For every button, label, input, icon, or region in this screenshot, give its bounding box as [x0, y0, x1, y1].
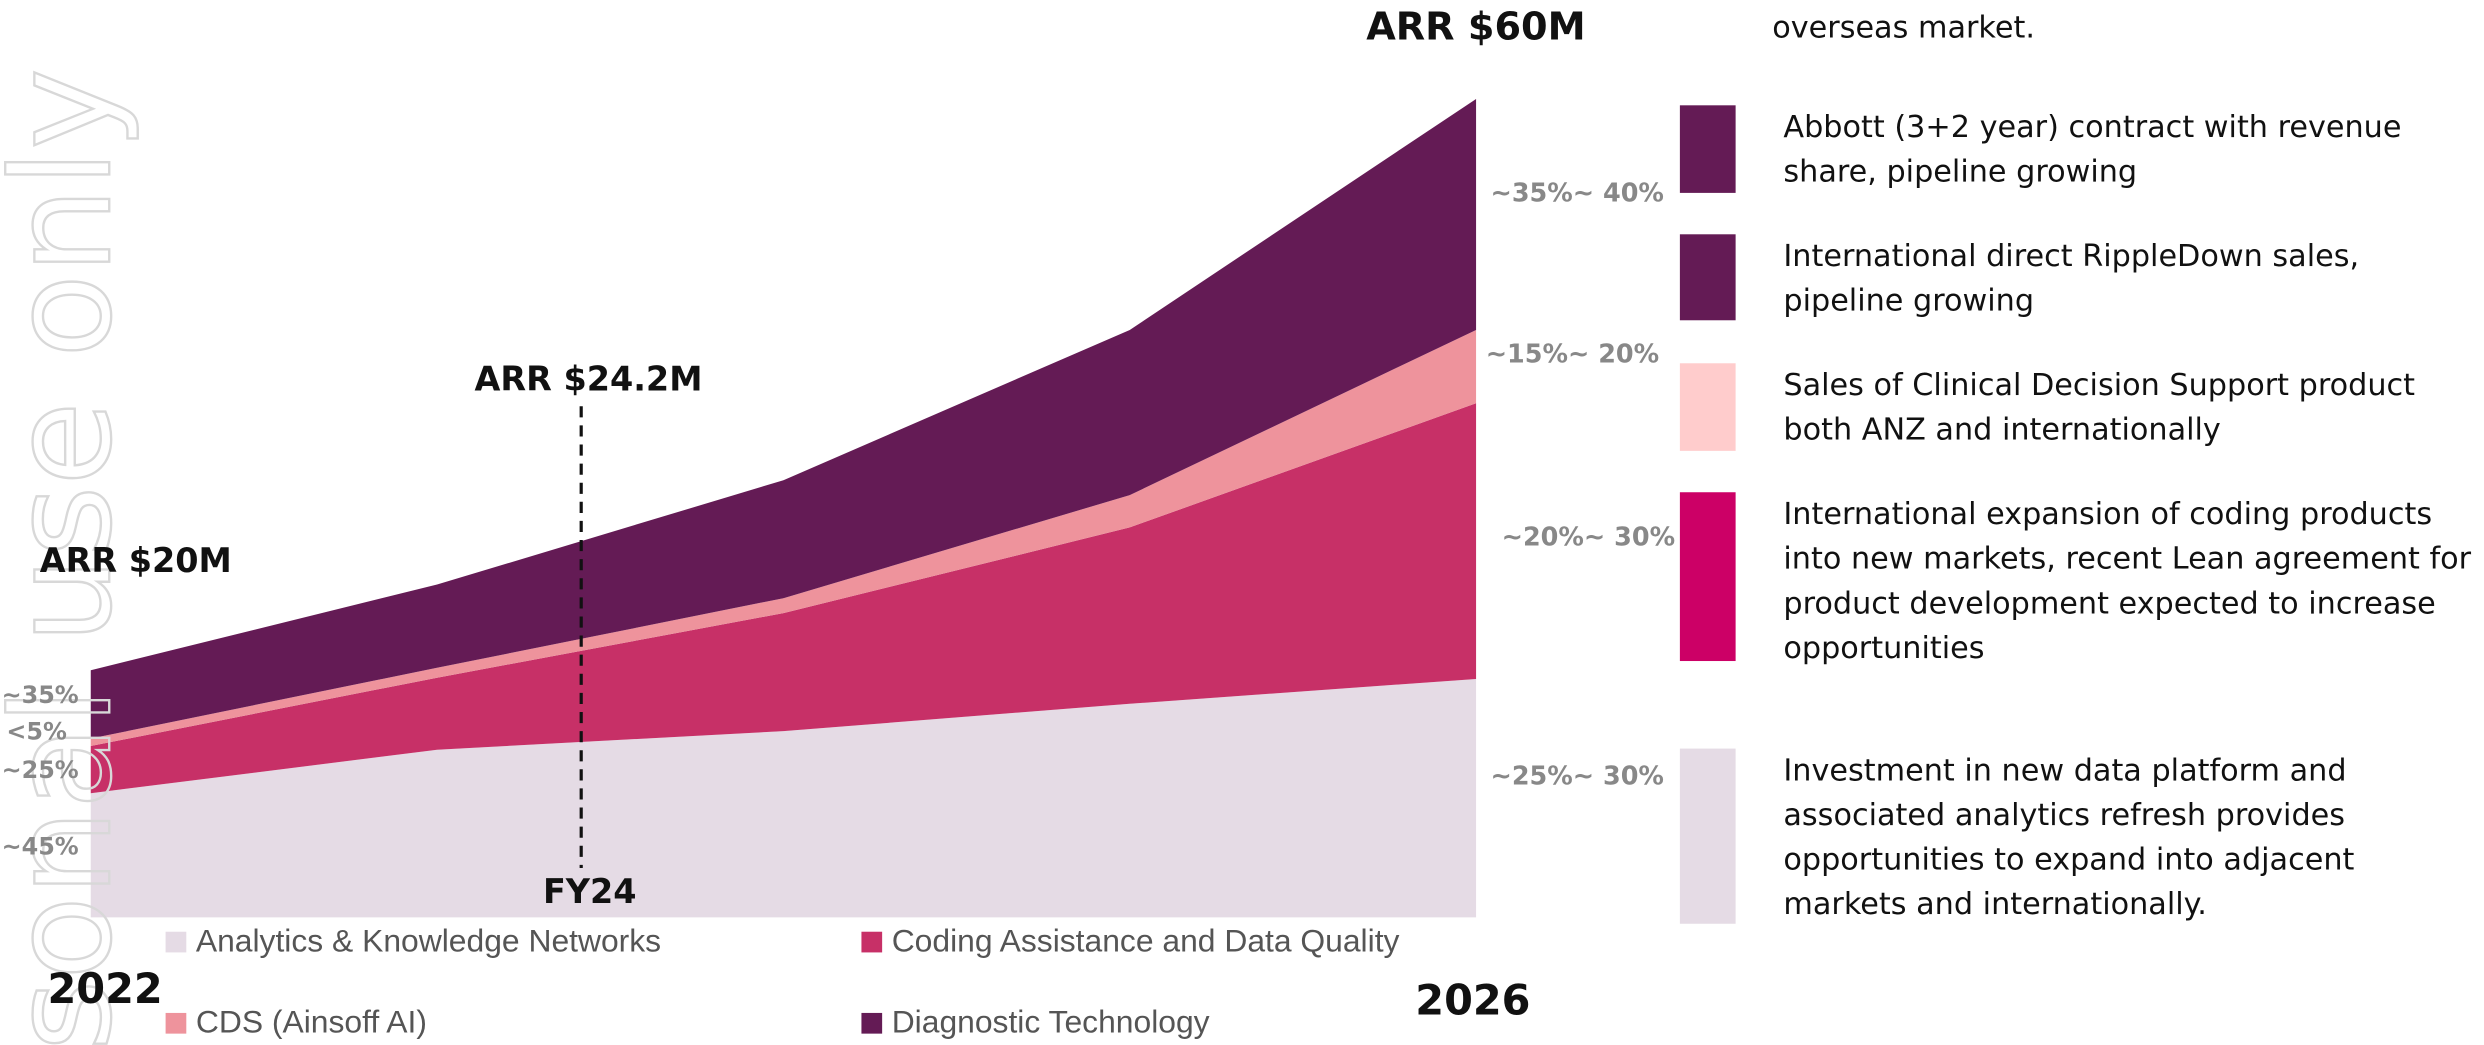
- right-share: ~20%~ 30%: [1502, 522, 1675, 552]
- annotation: ARR $20M: [40, 541, 232, 580]
- note-text: International direct RippleDown sales, p…: [1783, 239, 2360, 319]
- note-text: Investment in new data platform and asso…: [1783, 753, 2355, 923]
- legend-label: Coding Assistance and Data Quality: [892, 922, 1400, 958]
- note-box: Sales of Clinical Decision Support produ…: [1783, 368, 2416, 448]
- note-swatch: [1679, 748, 1736, 924]
- legend-label: CDS (Ainsoff AI): [196, 1003, 427, 1039]
- watermark: sonal use only: [0, 68, 142, 1045]
- left-share: ~35%: [2, 681, 79, 709]
- note-text: Abbott (3+2 year) contract with revenue …: [1783, 110, 2402, 190]
- legend-swatch: [165, 1012, 187, 1034]
- right-share: ~15%~ 20%: [1486, 339, 1659, 369]
- note-text: Sales of Clinical Decision Support produ…: [1783, 368, 2416, 448]
- note-swatch: [1679, 492, 1736, 662]
- note-swatch: [1679, 105, 1736, 193]
- note-swatch: [1679, 363, 1736, 451]
- left-share: <5%: [6, 718, 67, 746]
- area: [90, 403, 1477, 794]
- legend-swatch: [861, 1012, 883, 1034]
- left-share: ~45%: [2, 832, 79, 860]
- right-share: ~25%~ 30%: [1490, 761, 1663, 791]
- note-box: International direct RippleDown sales, p…: [1783, 239, 2360, 319]
- area: [90, 98, 1477, 739]
- right-share: ~35%~ 40%: [1490, 178, 1663, 208]
- note-swatch: [1679, 234, 1736, 321]
- area: [90, 678, 1477, 918]
- annotation: ARR $60M: [1366, 5, 1585, 49]
- annotation: ARR $24.2M: [475, 359, 703, 398]
- x-tick-label: 2026: [1415, 976, 1530, 1024]
- header-note: overseas market.: [1772, 10, 2035, 45]
- note-box: Abbott (3+2 year) contract with revenue …: [1783, 110, 2402, 190]
- left-share: ~25%: [2, 756, 79, 784]
- note-text: International expansion of coding produc…: [1783, 497, 2472, 665]
- note-box: International expansion of coding produc…: [1783, 497, 2472, 665]
- x-tick-label: 2022: [47, 965, 162, 1013]
- legend-swatch: [861, 931, 883, 953]
- legend-swatch: [165, 931, 187, 953]
- annotation: FY24: [543, 872, 637, 911]
- legend-label: Diagnostic Technology: [892, 1003, 1210, 1039]
- legend-label: Analytics & Knowledge Networks: [196, 922, 661, 958]
- note-box: Investment in new data platform and asso…: [1783, 753, 2355, 923]
